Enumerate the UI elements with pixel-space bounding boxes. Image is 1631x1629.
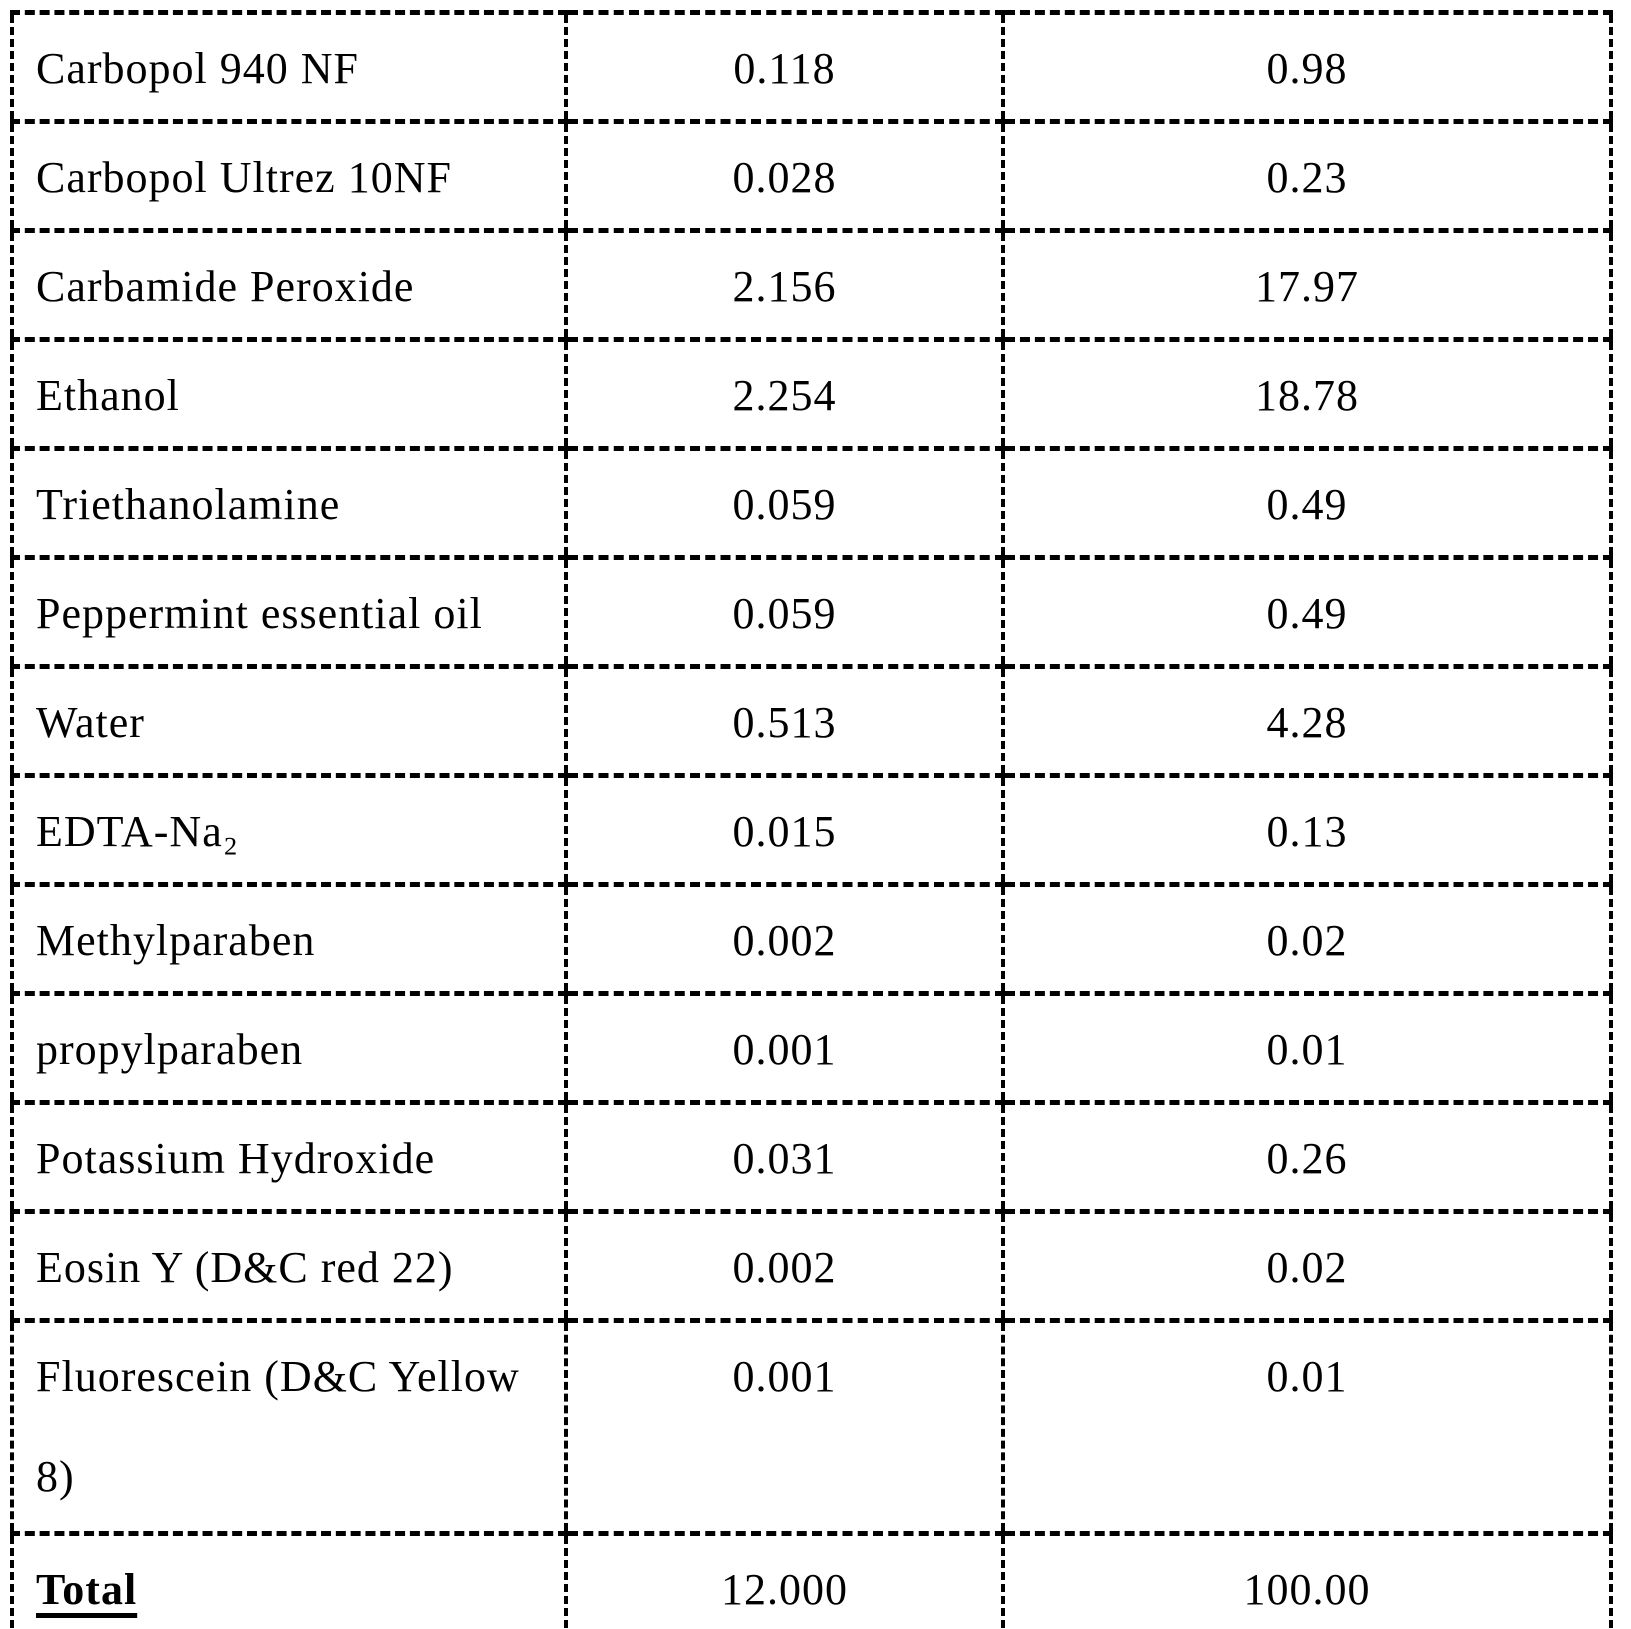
ingredient-amount: 2.254 <box>564 337 1005 451</box>
ingredient-percent: 0.98 <box>1001 10 1613 124</box>
table-row: Fluorescein (D&C Yellow 8) 0.001 0.01 <box>10 1318 1613 1536</box>
table-row: Peppermint essential oil 0.059 0.49 <box>10 555 1613 669</box>
total-amount: 12.000 <box>564 1531 1005 1629</box>
total-row: Total 12.000 100.00 <box>10 1531 1613 1629</box>
ingredient-percent: 17.97 <box>1001 228 1613 342</box>
ingredient-amount: 0.118 <box>564 10 1005 124</box>
table-row: Water 0.513 4.28 <box>10 664 1613 778</box>
table-row: Carbopol Ultrez 10NF 0.028 0.23 <box>10 119 1613 233</box>
ingredient-percent: 0.23 <box>1001 119 1613 233</box>
ingredient-name: Peppermint essential oil <box>10 555 568 669</box>
table-row: EDTA-Na₂ 0.015 0.13 <box>10 773 1613 887</box>
ingredient-amount: 0.059 <box>564 446 1005 560</box>
ingredient-name: Ethanol <box>10 337 568 451</box>
ingredient-percent: 0.02 <box>1001 1209 1613 1323</box>
ingredient-amount: 0.028 <box>564 119 1005 233</box>
ingredient-name: Fluorescein (D&C Yellow 8) <box>10 1318 568 1536</box>
ingredient-percent: 0.49 <box>1001 555 1613 669</box>
table-row: Methylparaben 0.002 0.02 <box>10 882 1613 996</box>
ingredient-amount: 0.002 <box>564 1209 1005 1323</box>
ingredient-amount: 0.015 <box>564 773 1005 887</box>
ingredient-percent: 0.01 <box>1001 991 1613 1105</box>
table-row: Triethanolamine 0.059 0.49 <box>10 446 1613 560</box>
table-row: Potassium Hydroxide 0.031 0.26 <box>10 1100 1613 1214</box>
ingredient-percent: 0.26 <box>1001 1100 1613 1214</box>
ingredient-name: Water <box>10 664 568 778</box>
ingredient-amount: 0.002 <box>564 882 1005 996</box>
ingredient-name: Carbopol 940 NF <box>10 10 568 124</box>
ingredient-percent: 0.02 <box>1001 882 1613 996</box>
ingredient-amount: 2.156 <box>564 228 1005 342</box>
table-row: propylparaben 0.001 0.01 <box>10 991 1613 1105</box>
ingredient-name: Eosin Y (D&C red 22) <box>10 1209 568 1323</box>
ingredients-table: Carbopol 940 NF 0.118 0.98 Carbopol Ultr… <box>10 10 1613 1629</box>
table-row: Carbamide Peroxide 2.156 17.97 <box>10 228 1613 342</box>
table-row: Eosin Y (D&C red 22) 0.002 0.02 <box>10 1209 1613 1323</box>
ingredient-amount: 0.001 <box>564 991 1005 1105</box>
ingredient-name: EDTA-Na₂ <box>10 773 568 887</box>
ingredient-amount: 0.031 <box>564 1100 1005 1214</box>
ingredient-percent: 18.78 <box>1001 337 1613 451</box>
table-row: Carbopol 940 NF 0.118 0.98 <box>10 10 1613 124</box>
ingredient-amount: 0.001 <box>564 1318 1005 1536</box>
total-label: Total <box>10 1531 568 1629</box>
ingredient-name: Methylparaben <box>10 882 568 996</box>
table-row: Ethanol 2.254 18.78 <box>10 337 1613 451</box>
ingredient-percent: 0.49 <box>1001 446 1613 560</box>
ingredient-name: Carbamide Peroxide <box>10 228 568 342</box>
ingredient-name: Carbopol Ultrez 10NF <box>10 119 568 233</box>
ingredient-name: propylparaben <box>10 991 568 1105</box>
ingredient-percent: 4.28 <box>1001 664 1613 778</box>
ingredient-amount: 0.513 <box>564 664 1005 778</box>
ingredient-name: Potassium Hydroxide <box>10 1100 568 1214</box>
ingredient-name: Triethanolamine <box>10 446 568 560</box>
ingredient-percent: 0.01 <box>1001 1318 1613 1536</box>
ingredient-percent: 0.13 <box>1001 773 1613 887</box>
ingredient-amount: 0.059 <box>564 555 1005 669</box>
total-percent: 100.00 <box>1001 1531 1613 1629</box>
